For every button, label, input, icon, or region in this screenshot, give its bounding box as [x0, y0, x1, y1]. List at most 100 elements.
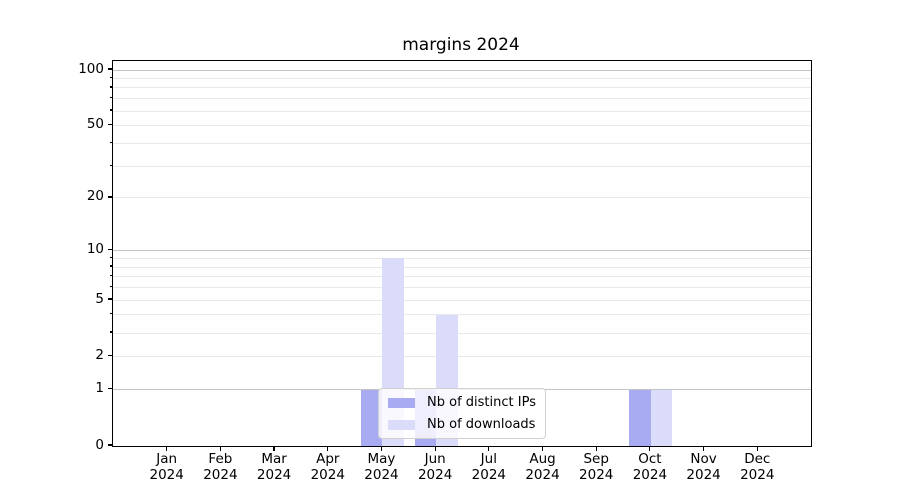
x-tick-month: Sep — [583, 451, 609, 467]
x-tick-month: Nov — [690, 451, 717, 467]
minor-gridline — [113, 276, 811, 278]
x-tick-year: 2024 — [471, 466, 506, 483]
y-minor-tick-mark — [109, 313, 112, 315]
x-tick-month: Jul — [480, 451, 497, 467]
y-minor-tick-mark — [109, 285, 112, 288]
y-minor-tick-mark — [109, 86, 112, 88]
major-gridline — [113, 69, 811, 71]
x-tick-mark — [434, 446, 436, 451]
legend-swatch — [388, 419, 416, 430]
minor-gridline — [113, 87, 811, 89]
minor-gridline — [113, 257, 811, 259]
minor-gridline — [113, 356, 811, 357]
x-tick-label: Dec 2024 — [727, 451, 787, 483]
minor-gridline — [113, 165, 811, 167]
legend-label: Nb of downloads — [427, 417, 536, 432]
y-minor-tick-mark — [109, 274, 112, 277]
x-tick-mark — [488, 446, 490, 451]
x-tick-mark — [756, 446, 758, 451]
major-gridline — [113, 250, 811, 252]
x-tick-label: Mar 2024 — [244, 451, 304, 483]
x-tick-mark — [649, 446, 651, 451]
x-tick-mark — [595, 446, 597, 451]
y-tick-mark — [107, 387, 112, 390]
minor-gridline — [113, 197, 811, 199]
x-tick-label: Apr 2024 — [298, 451, 358, 483]
y-minor-tick-mark — [109, 256, 112, 258]
x-tick-label: Jan 2024 — [137, 451, 197, 483]
y-tick-label: 20 — [86, 188, 104, 205]
x-tick-label: Nov 2024 — [674, 451, 734, 483]
y-tick-label: 10 — [86, 241, 104, 258]
x-tick-month: Dec — [744, 451, 771, 467]
x-tick-year: 2024 — [525, 466, 560, 483]
x-tick-month: Oct — [638, 451, 662, 467]
x-tick-year: 2024 — [686, 466, 721, 483]
x-tick-year: 2024 — [256, 466, 292, 483]
bar-ips-oct — [629, 389, 651, 446]
x-tick-year: 2024 — [632, 466, 668, 483]
y-tick-label: 5 — [95, 290, 104, 307]
x-tick-label: May 2024 — [351, 451, 411, 483]
legend-entry: Nb of downloads — [388, 416, 536, 433]
x-tick-year: 2024 — [310, 466, 345, 483]
y-tick-mark — [107, 68, 112, 70]
x-tick-year: 2024 — [579, 466, 614, 483]
minor-gridline — [113, 286, 811, 288]
y-tick-label: 2 — [95, 346, 104, 363]
minor-gridline — [113, 142, 811, 144]
bar-downloads-oct — [650, 389, 673, 446]
y-tick-label: 100 — [78, 60, 104, 77]
y-minor-tick-mark — [109, 97, 112, 99]
legend-entry: Nb of distinct IPs — [388, 394, 536, 411]
y-tick-label: 0 — [95, 436, 104, 453]
y-minor-tick-mark — [109, 196, 112, 198]
y-minor-tick-mark — [109, 265, 112, 267]
y-tick-label: 1 — [95, 380, 104, 397]
x-tick-mark — [219, 446, 221, 451]
plot-area: Nb of distinct IPs Nb of downloads — [112, 60, 812, 447]
x-tick-month: Jun — [424, 451, 446, 467]
legend: Nb of distinct IPs Nb of downloads — [378, 388, 546, 439]
legend-swatch — [388, 397, 416, 408]
x-tick-label: Feb 2024 — [190, 451, 250, 483]
x-tick-label: Sep 2024 — [566, 451, 626, 483]
minor-gridline — [113, 332, 811, 334]
minor-gridline — [113, 98, 811, 100]
x-tick-month: Aug — [529, 451, 556, 467]
y-tick-mark — [107, 444, 112, 446]
minor-gridline — [113, 314, 811, 316]
y-minor-tick-mark — [109, 109, 112, 111]
x-tick-month: May — [367, 451, 396, 467]
y-minor-tick-mark — [109, 124, 112, 126]
y-minor-tick-mark — [109, 76, 112, 79]
minor-gridline — [113, 299, 811, 301]
x-tick-mark — [273, 446, 275, 451]
minor-gridline — [113, 110, 811, 112]
x-tick-year: 2024 — [740, 466, 775, 483]
chart-title: margins 2024 — [402, 35, 520, 55]
x-tick-month: Feb — [208, 451, 233, 467]
minor-gridline — [113, 125, 811, 127]
x-tick-mark — [703, 446, 705, 451]
y-minor-tick-mark — [109, 354, 112, 357]
x-tick-label: Aug 2024 — [513, 451, 573, 483]
y-tick-mark — [107, 249, 112, 251]
x-tick-mark — [541, 446, 544, 451]
x-tick-year: 2024 — [417, 466, 453, 483]
x-tick-year: 2024 — [203, 466, 238, 483]
x-tick-mark — [380, 446, 383, 451]
y-minor-tick-mark — [109, 298, 112, 300]
x-tick-mark — [327, 446, 329, 451]
x-tick-month: Jan — [156, 451, 178, 467]
x-tick-label: Jun 2024 — [405, 451, 465, 483]
y-minor-tick-mark — [109, 331, 112, 333]
y-minor-tick-mark — [109, 164, 112, 166]
x-tick-year: 2024 — [364, 466, 399, 483]
y-tick-label: 50 — [86, 116, 104, 133]
x-tick-year: 2024 — [149, 466, 184, 483]
x-tick-label: Oct 2024 — [620, 451, 680, 483]
legend-label: Nb of distinct IPs — [427, 395, 536, 410]
x-tick-month: Mar — [261, 451, 287, 467]
